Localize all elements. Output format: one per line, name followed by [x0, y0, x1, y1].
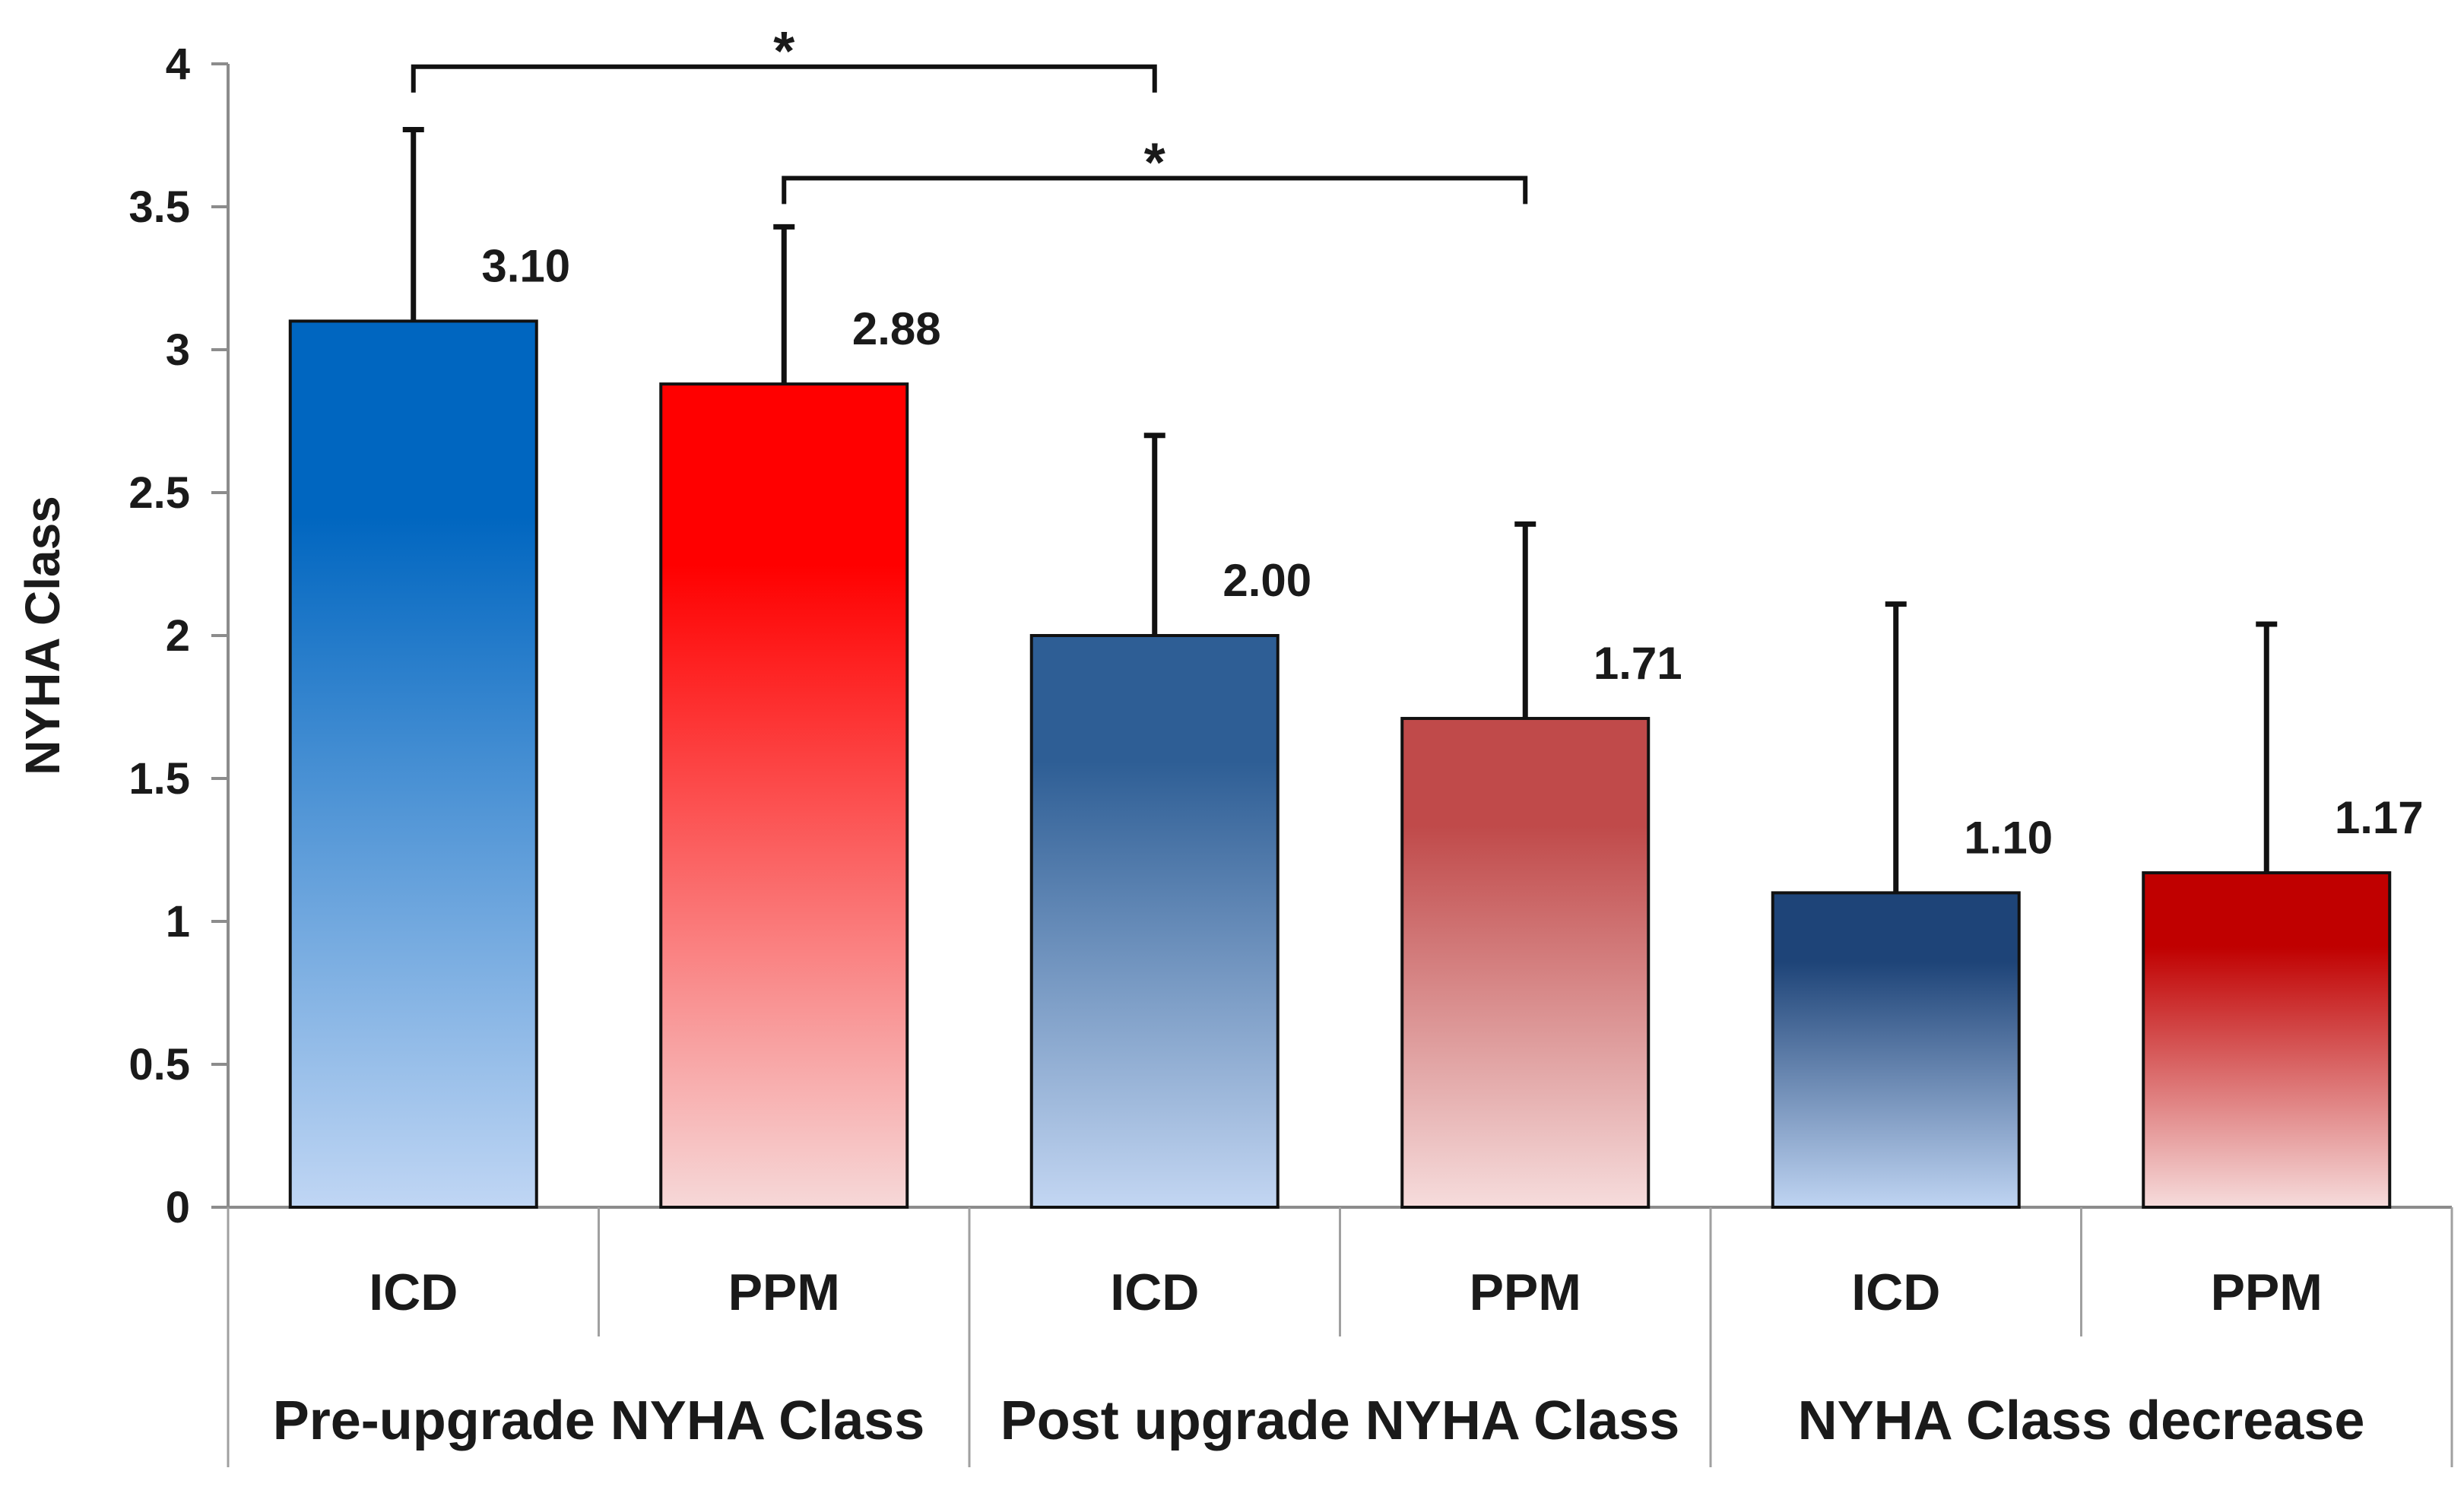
value-label: 1.71	[1594, 638, 1682, 689]
y-tick-label: 4	[166, 40, 190, 89]
group-label: Pre-upgrade NYHA Class	[273, 1390, 925, 1451]
bar-post-upgrade-nyha-class-ppm	[1400, 717, 1651, 1209]
category-label: PPM	[728, 1263, 840, 1321]
bar-pre-upgrade-nyha-class-icd	[288, 319, 538, 1209]
category-label: PPM	[1470, 1263, 1581, 1321]
significance-annotations: **	[411, 21, 1528, 205]
y-tick-label: 3	[166, 325, 190, 375]
value-label: 1.10	[1964, 812, 2053, 863]
y-tick-label: 3.5	[128, 182, 190, 232]
y-tick-label: 0	[166, 1183, 190, 1232]
bar-pre-upgrade-nyha-class-ppm	[659, 382, 909, 1209]
value-label: 1.17	[2335, 792, 2424, 843]
error-bars	[402, 126, 2278, 893]
bars	[288, 319, 2392, 1210]
significance-star: *	[1144, 132, 1165, 193]
significance-bracket	[782, 176, 1528, 205]
category-label: PPM	[2211, 1263, 2323, 1321]
y-axis-title: NYHA Class	[15, 496, 70, 775]
category-label: ICD	[1851, 1263, 1940, 1321]
bar-post-upgrade-nyha-class-icd	[1029, 634, 1280, 1209]
bar-nyha-class-decrease-icd	[1771, 891, 2021, 1210]
value-label: 3.10	[481, 240, 570, 291]
category-label: ICD	[369, 1263, 458, 1321]
labels: 3.10 ICD 2.88 PPM 2.00 ICD 1.71 PPM 1.10 ICD 1.17 P…	[273, 240, 2424, 1451]
group-label: NYHA Class decrease	[1798, 1390, 2365, 1451]
y-tick-label: 1	[166, 897, 190, 946]
category-label: ICD	[1110, 1263, 1199, 1321]
significance-bracket	[411, 64, 1157, 93]
y-tick-label: 0.5	[128, 1040, 190, 1089]
y-tick-label: 2.5	[128, 468, 190, 518]
axes: 0 0.5 1 1.5 2 2.5 3 3.5 4 NYHA Class	[15, 40, 2453, 1467]
bar-nyha-class-decrease-ppm	[2142, 871, 2392, 1209]
y-tick-label: 2	[166, 611, 190, 661]
y-tick-label: 1.5	[128, 754, 190, 804]
value-label: 2.00	[1222, 555, 1311, 606]
value-label: 2.88	[852, 303, 941, 354]
significance-star: *	[773, 21, 794, 82]
group-label: Post upgrade NYHA Class	[1001, 1390, 1680, 1451]
